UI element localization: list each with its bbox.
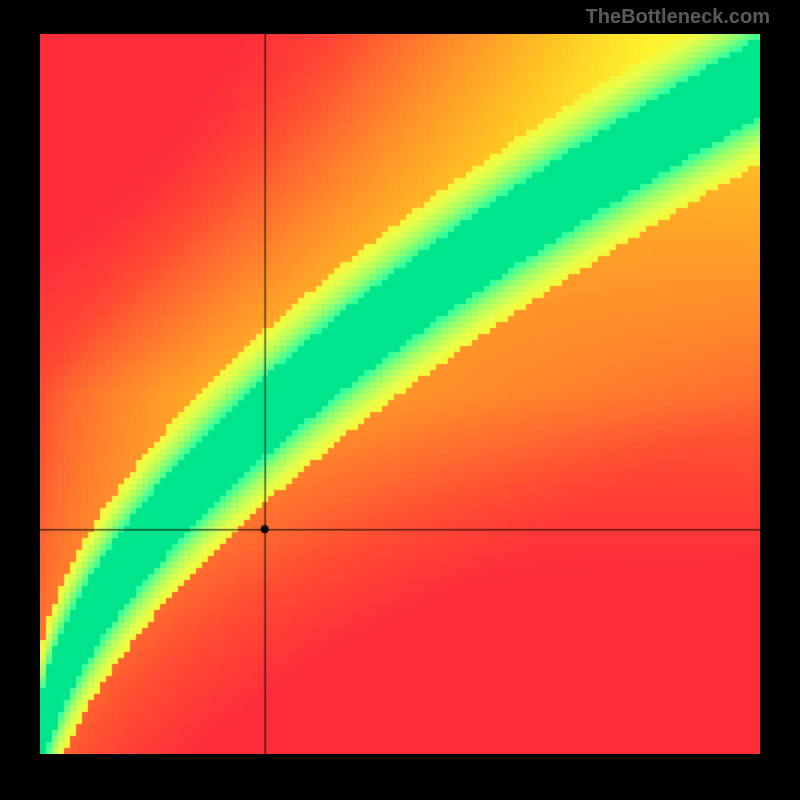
watermark-text: TheBottleneck.com: [586, 6, 770, 29]
chart-container: TheBottleneck.com: [0, 0, 800, 800]
heatmap-plot: [40, 34, 760, 754]
